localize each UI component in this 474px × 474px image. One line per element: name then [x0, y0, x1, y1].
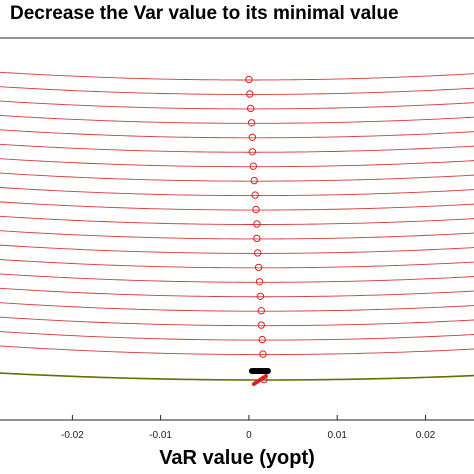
minimum-marker-8	[250, 176, 258, 185]
curve-line-4	[0, 115, 474, 124]
curve-line-16	[0, 287, 474, 298]
curve-line-1	[0, 71, 474, 81]
minimum-marker-2	[246, 90, 254, 98]
x-tick-label-6: 0.02	[416, 430, 436, 441]
curve-line-20	[0, 345, 474, 355]
curve-line-15	[0, 273, 474, 283]
curve-line-6	[0, 143, 474, 153]
minimum-markers-group	[245, 75, 271, 386]
minimum-marker-5	[248, 133, 257, 142]
minimum-marker-13	[254, 249, 262, 257]
minimum-marker-1	[245, 75, 253, 84]
x-tick-label-5: 0.01	[327, 430, 347, 441]
curve-line-14	[0, 259, 474, 269]
curve-line-17	[0, 302, 474, 312]
curve-line-11	[0, 215, 474, 225]
chart-title: Decrease the Var value to its minimal va…	[10, 3, 399, 24]
curve-line-7	[0, 158, 474, 168]
curve-line-3	[0, 100, 474, 110]
minimum-marker-16	[256, 292, 265, 300]
axes	[0, 37, 474, 421]
final-step-marker	[251, 374, 268, 386]
minimum-marker-3	[247, 104, 255, 113]
x-tick-label-3: -0.01	[149, 430, 172, 441]
minimum-marker-20	[259, 350, 267, 358]
minimum-marker-6	[248, 148, 257, 156]
curve-line-19	[0, 331, 474, 341]
x-tick-label-2: -0.02	[61, 430, 84, 441]
curve-line-2	[0, 86, 474, 95]
minimum-marker-4	[247, 119, 256, 127]
minimum-marker-15	[255, 278, 264, 286]
minimum-marker-14	[254, 263, 263, 272]
curve-line-21	[0, 372, 474, 381]
minimum-marker-9	[251, 191, 259, 199]
minimum-marker-7	[249, 162, 258, 170]
minimum-marker-10	[252, 205, 260, 214]
curve-line-9	[0, 187, 474, 197]
x-tick-label-4: 0	[246, 430, 252, 441]
minimum-marker-19	[258, 335, 266, 344]
minimum-marker-17	[257, 307, 265, 315]
curve-line-12	[0, 230, 474, 240]
curve-line-13	[0, 244, 474, 254]
minimum-marker-11	[253, 220, 261, 228]
curve-line-8	[0, 172, 474, 182]
curves-group	[0, 71, 474, 381]
curve-line-10	[0, 201, 474, 211]
minimum-marker-18	[257, 321, 265, 329]
curve-line-18	[0, 316, 474, 327]
curve-line-5	[0, 129, 474, 139]
x-axis-label: VaR value (yopt)	[159, 447, 315, 469]
minimum-marker-12	[253, 234, 261, 243]
